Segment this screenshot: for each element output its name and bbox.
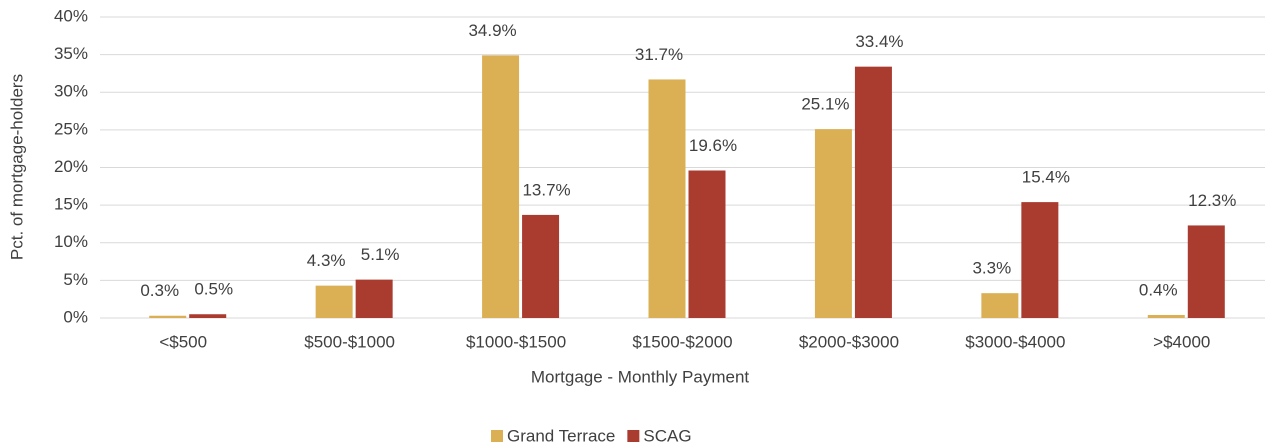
y-tick-label: 25% [54, 119, 88, 138]
data-label: 3.3% [972, 259, 1011, 278]
bar [189, 314, 227, 318]
x-tick-label: <$500 [159, 332, 207, 351]
bar [688, 170, 726, 318]
bar [981, 293, 1019, 318]
x-tick-label: $2000-$3000 [799, 332, 899, 351]
y-tick-label: 20% [54, 157, 88, 176]
data-label: 4.3% [307, 251, 346, 270]
bar [149, 315, 187, 318]
y-axis-title: Pct. of mortgage-holders [7, 74, 26, 260]
bar [1187, 225, 1225, 318]
bar [1147, 314, 1185, 318]
bar [1021, 202, 1059, 318]
x-tick-label: >$4000 [1153, 332, 1210, 351]
y-tick-label: 40% [54, 6, 88, 25]
data-label: 31.7% [635, 45, 683, 64]
legend-swatch [491, 430, 503, 442]
y-tick-label: 30% [54, 82, 88, 101]
y-tick-label: 15% [54, 195, 88, 214]
bar [355, 279, 393, 318]
bar [482, 55, 520, 318]
data-label: 0.3% [140, 281, 179, 300]
data-label: 0.5% [194, 280, 233, 299]
legend-label: Grand Terrace [507, 426, 615, 445]
x-tick-label: $1000-$1500 [466, 332, 566, 351]
data-label: 0.4% [1139, 280, 1178, 299]
y-tick-label: 35% [54, 44, 88, 63]
x-tick-label: $500-$1000 [304, 332, 395, 351]
data-label: 19.6% [689, 136, 737, 155]
x-tick-label: $3000-$4000 [965, 332, 1065, 351]
legend-label: SCAG [643, 426, 691, 445]
bar [814, 129, 852, 318]
y-tick-label: 0% [63, 307, 88, 326]
x-tick-label: $1500-$2000 [632, 332, 732, 351]
y-tick-label: 10% [54, 232, 88, 251]
data-label: 33.4% [855, 32, 903, 51]
legend-swatch [627, 430, 640, 442]
bar [315, 285, 353, 318]
data-label: 15.4% [1022, 168, 1070, 187]
bar [648, 79, 686, 319]
data-label: 12.3% [1188, 191, 1236, 210]
data-label: 34.9% [468, 21, 516, 40]
bar [854, 66, 892, 318]
data-label: 13.7% [522, 180, 570, 199]
data-label: 25.1% [801, 95, 849, 114]
data-label: 5.1% [361, 245, 400, 264]
y-tick-label: 5% [63, 270, 88, 289]
bar [522, 214, 560, 318]
x-axis-title: Mortgage - Monthly Payment [531, 367, 750, 386]
